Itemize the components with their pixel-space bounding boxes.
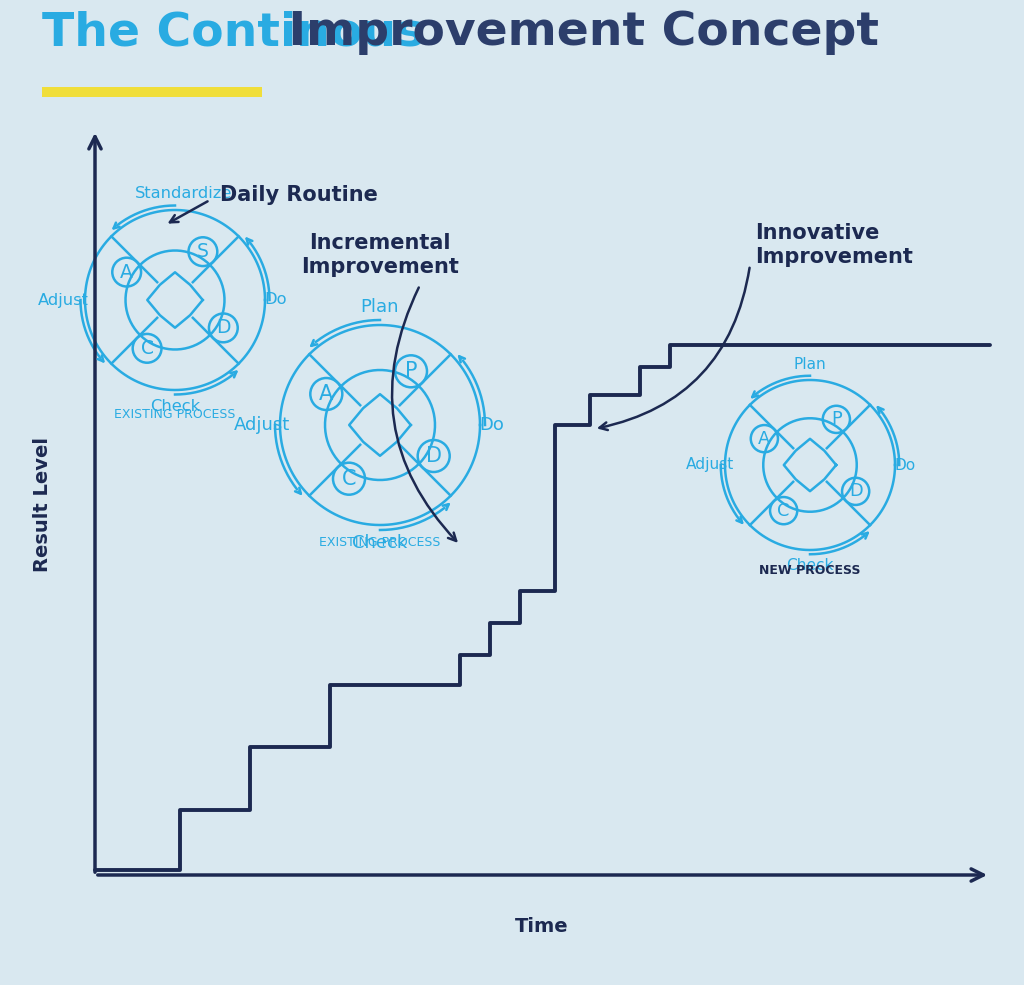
Text: C: C bbox=[342, 469, 356, 489]
Text: C: C bbox=[140, 339, 154, 358]
Text: P: P bbox=[830, 411, 842, 428]
Text: Do: Do bbox=[479, 416, 505, 434]
Text: D: D bbox=[426, 446, 441, 466]
Text: A: A bbox=[120, 263, 133, 282]
Text: Check: Check bbox=[352, 534, 408, 552]
Text: P: P bbox=[404, 361, 417, 381]
Text: Do: Do bbox=[895, 457, 915, 473]
Text: Adjust: Adjust bbox=[686, 457, 734, 473]
Text: A: A bbox=[319, 384, 334, 404]
Text: D: D bbox=[216, 318, 230, 338]
Text: EXISTING PROCESS: EXISTING PROCESS bbox=[319, 537, 440, 550]
Text: Time: Time bbox=[515, 917, 568, 937]
Text: Standardize: Standardize bbox=[135, 186, 232, 201]
Text: Adjust: Adjust bbox=[233, 416, 290, 434]
Text: Result Level: Result Level bbox=[33, 437, 51, 572]
Text: Innovative
Improvement: Innovative Improvement bbox=[755, 223, 912, 267]
Text: D: D bbox=[849, 483, 862, 500]
Text: Check: Check bbox=[150, 399, 200, 414]
Text: Improvement Concept: Improvement Concept bbox=[272, 10, 879, 55]
Text: Incremental
Improvement: Incremental Improvement bbox=[301, 232, 459, 278]
Text: S: S bbox=[197, 242, 209, 261]
Text: Plan: Plan bbox=[360, 298, 399, 316]
Text: Daily Routine: Daily Routine bbox=[220, 185, 378, 205]
FancyBboxPatch shape bbox=[42, 87, 262, 97]
Text: Plan: Plan bbox=[794, 358, 826, 372]
Text: Do: Do bbox=[264, 293, 287, 307]
Text: The Continous: The Continous bbox=[42, 10, 424, 55]
Text: C: C bbox=[777, 501, 790, 520]
Text: NEW PROCESS: NEW PROCESS bbox=[759, 563, 861, 576]
Text: A: A bbox=[759, 429, 770, 447]
Text: Check: Check bbox=[786, 558, 834, 573]
Text: EXISTING PROCESS: EXISTING PROCESS bbox=[115, 409, 236, 422]
Text: Adjust: Adjust bbox=[38, 293, 89, 307]
